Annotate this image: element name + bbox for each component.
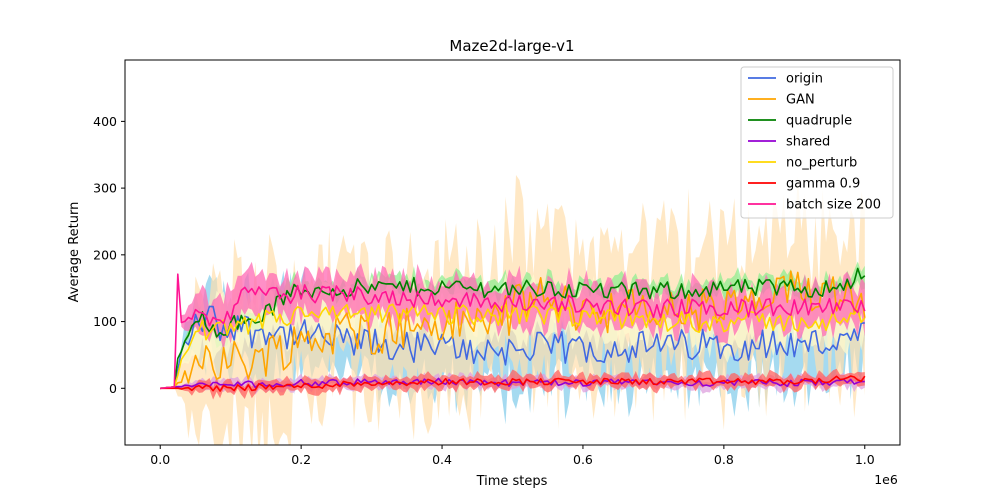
line-batch-size-200 — [160, 273, 866, 390]
x-axis-label: Time steps — [476, 474, 548, 489]
y-axis: 0 100 200 300 400 — [93, 114, 125, 396]
line-quadruple — [160, 267, 866, 390]
y-tick-label: 200 — [93, 247, 117, 262]
y-tick-label: 400 — [93, 114, 117, 129]
x-tick-label: 0.2 — [291, 452, 311, 467]
x-tick-label: 0.8 — [714, 452, 734, 467]
x-tick-label: 1.0 — [855, 452, 875, 467]
legend-label-gamma-0-9: gamma 0.9 — [786, 177, 860, 192]
legend-frame — [740, 66, 894, 219]
legend-label-origin: origin — [786, 72, 823, 87]
legend-label-batch-size-200: batch size 200 — [786, 198, 881, 213]
legend: origin GAN quadruple shared no_perturbgamma … — [740, 66, 894, 219]
x-axis: 0.0 0.2 0.4 0.6 0.8 1.0 — [150, 445, 875, 467]
line-origin — [160, 305, 865, 390]
band-gamma-0-9 — [160, 368, 865, 400]
y-tick-label: 0 — [109, 381, 117, 396]
legend-label-no-perturb: no_perturb — [786, 156, 857, 171]
series-lines — [160, 267, 866, 392]
line-gamma-0-9 — [160, 375, 866, 392]
band-batch-size-200 — [160, 261, 865, 389]
y-tick-label: 300 — [93, 181, 117, 196]
y-axis-label: Average Return — [67, 202, 82, 303]
legend-label-gan: GAN — [786, 93, 815, 108]
legend-label-shared: shared — [786, 135, 830, 150]
x-tick-label: 0.4 — [432, 452, 452, 467]
y-tick-label: 100 — [93, 314, 117, 329]
chart-title: Maze2d-large-v1 — [449, 37, 574, 55]
legend-label-quadruple: quadruple — [786, 114, 852, 129]
x-axis-multiplier: 1e6 — [874, 472, 898, 487]
x-tick-label: 0.6 — [573, 452, 593, 467]
x-tick-label: 0.0 — [150, 452, 170, 467]
plot-area-frame — [124, 59, 901, 446]
